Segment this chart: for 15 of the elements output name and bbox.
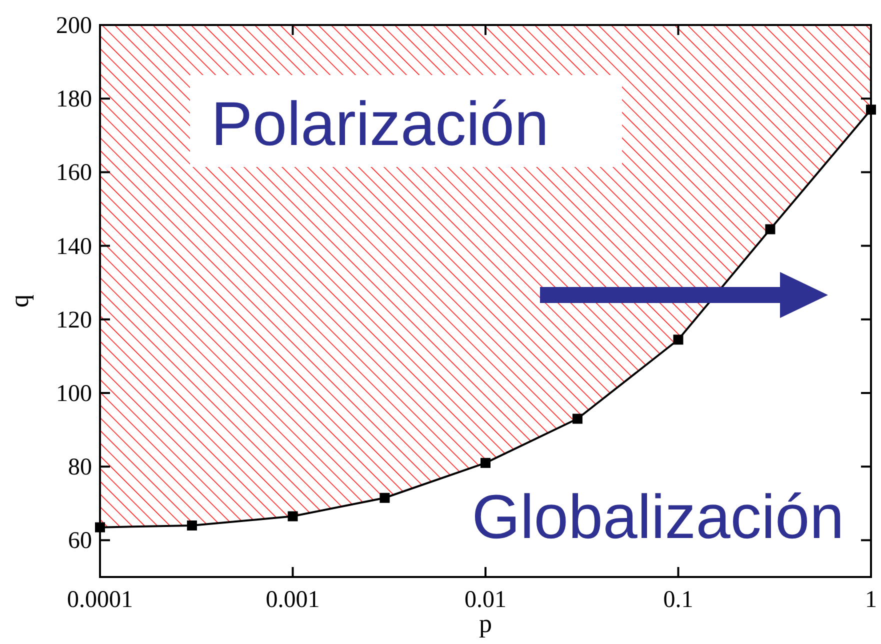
x-tick-label: 1 [865,587,877,613]
y-tick-label: 180 [56,86,92,113]
y-tick-label: 80 [68,454,92,481]
y-tick-label: 160 [56,160,92,186]
y-tick-label: 200 [56,13,92,39]
x-tick-label: 0.0001 [67,587,133,613]
y-tick-label: 60 [68,528,92,554]
x-tick-label: 0.001 [266,587,320,613]
x-tick-label: 0.1 [663,587,694,613]
y-tick-label: 100 [56,381,92,407]
annotation: Globalización [472,483,844,552]
y-tick-label: 140 [56,234,92,260]
annotation: Polarización [211,90,549,159]
y-tick-label: 120 [56,307,92,334]
y-axis-title: q [5,294,34,308]
